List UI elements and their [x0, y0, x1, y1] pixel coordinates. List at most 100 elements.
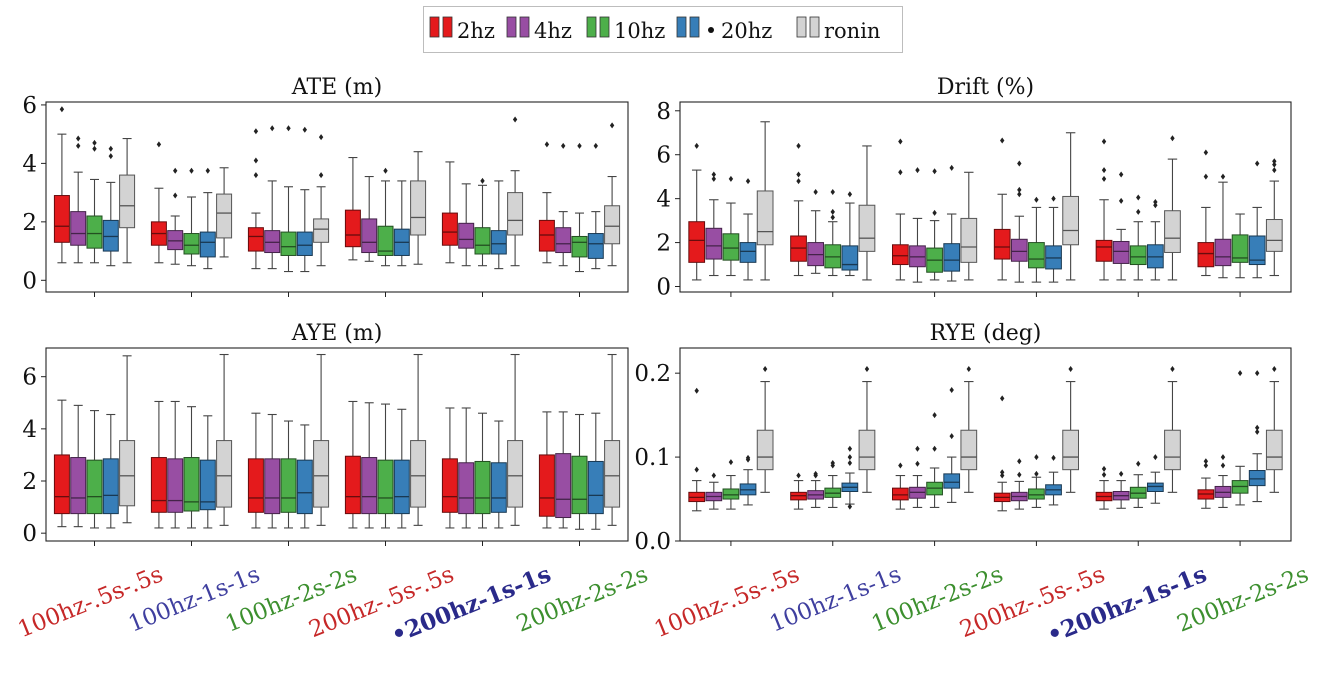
outlier-point	[1000, 469, 1005, 476]
box-ronin	[960, 171, 978, 281]
outlier-point	[253, 157, 259, 164]
box-20hz	[739, 178, 757, 281]
box-20hz	[1045, 195, 1062, 283]
legend-label-2hz: 2hz	[457, 19, 495, 43]
box-ronin	[756, 121, 774, 281]
box-10hz	[926, 168, 943, 281]
iqr-box	[410, 180, 427, 236]
iqr-box	[739, 242, 757, 263]
outlier-point	[898, 462, 903, 469]
outlier-point	[847, 459, 853, 466]
box-ronin	[1164, 135, 1181, 281]
iqr-box	[119, 440, 136, 507]
legend-label-ronin: ronin	[824, 19, 880, 43]
iqr-box	[1062, 429, 1080, 471]
box-ronin	[1062, 132, 1080, 281]
box-2hz	[1095, 138, 1113, 281]
iqr-box	[722, 233, 740, 261]
box-10hz	[926, 412, 943, 508]
iqr-box	[377, 225, 394, 256]
outlier-point	[949, 433, 954, 440]
box-20hz	[102, 145, 119, 267]
iqr-box	[507, 440, 524, 508]
box-20hz	[841, 191, 859, 277]
box-20hz	[587, 142, 604, 270]
iqr-box	[410, 440, 427, 508]
box-4hz	[555, 142, 572, 267]
outlier-point	[864, 365, 870, 372]
iqr-box	[555, 453, 572, 519]
outlier-point	[1136, 194, 1141, 201]
x-tick-label: •200hz-1s-1s	[387, 561, 554, 650]
box-10hz	[377, 403, 394, 529]
legend-swatch-box	[676, 16, 687, 38]
outlier-point	[205, 167, 210, 174]
box-20hz	[296, 126, 313, 273]
iqr-box	[441, 458, 458, 513]
iqr-box	[102, 219, 119, 252]
outlier-point	[1017, 186, 1022, 193]
box-10hz	[1231, 370, 1249, 506]
outlier-point	[59, 106, 65, 113]
box-20hz	[943, 164, 961, 282]
outlier-point	[796, 142, 801, 149]
box-ronin	[858, 145, 876, 281]
outlier-point	[1000, 472, 1005, 479]
outlier-point	[1101, 138, 1107, 145]
x-tick-labels-left: 100hz-.5s-.5s100hz-1s-1s100hz-2s-2s200hz…	[14, 561, 651, 650]
panel-title: Drift (%)	[937, 75, 1034, 100]
box-4hz	[555, 411, 572, 529]
iqr-box	[1010, 238, 1028, 262]
outlier-point	[932, 412, 937, 419]
box-20hz	[1146, 198, 1164, 281]
outlier-point	[1000, 137, 1005, 144]
outlier-point	[286, 125, 291, 132]
iqr-box	[1248, 235, 1266, 266]
box-4hz	[1010, 458, 1028, 510]
iqr-box	[150, 457, 167, 513]
y-tick-label: 4	[22, 417, 37, 443]
outlier-point	[577, 142, 582, 149]
legend-swatch-20hz	[676, 16, 714, 38]
box-ronin	[1265, 158, 1283, 277]
outlier-point	[318, 172, 324, 179]
outlier-point	[1034, 196, 1039, 203]
outlier-point	[1203, 149, 1209, 156]
box-2hz	[1095, 465, 1113, 510]
iqr-box	[216, 440, 233, 508]
box-20hz	[1146, 454, 1164, 504]
outlier-point	[949, 164, 954, 171]
outlier-point	[480, 177, 485, 184]
iqr-box	[571, 455, 588, 515]
outlier-point	[1017, 458, 1022, 465]
outlier-point	[830, 189, 835, 196]
legend: 2hz 4hz 10hz 20hz ronin	[423, 6, 903, 53]
box-10hz	[1028, 196, 1045, 283]
iqr-box	[296, 459, 313, 515]
outlier-point	[728, 459, 734, 466]
box-10hz	[377, 167, 394, 267]
box-ronin	[313, 134, 330, 267]
iqr-box	[1231, 234, 1249, 263]
panel-aye: AYE (m) 0 2 4 6	[22, 321, 629, 547]
iqr-box	[1028, 242, 1045, 269]
iqr-box	[1214, 238, 1232, 267]
iqr-box	[960, 217, 978, 263]
box-ronin	[507, 116, 524, 267]
box-20hz	[393, 408, 410, 529]
iqr-box	[604, 440, 621, 508]
iqr-box	[841, 245, 859, 271]
box-4hz	[1112, 171, 1130, 281]
legend-swatch-box	[796, 16, 807, 38]
outlier-point	[1118, 197, 1124, 204]
box-2hz	[688, 142, 706, 281]
iqr-box	[280, 458, 297, 513]
y-tick-label: 0	[22, 521, 37, 547]
axes-frame	[45, 101, 629, 293]
iqr-box	[1197, 242, 1215, 268]
iqr-box	[1028, 488, 1045, 500]
box-10hz	[824, 189, 842, 277]
outlier-point	[711, 171, 717, 178]
outlier-point	[318, 134, 324, 141]
